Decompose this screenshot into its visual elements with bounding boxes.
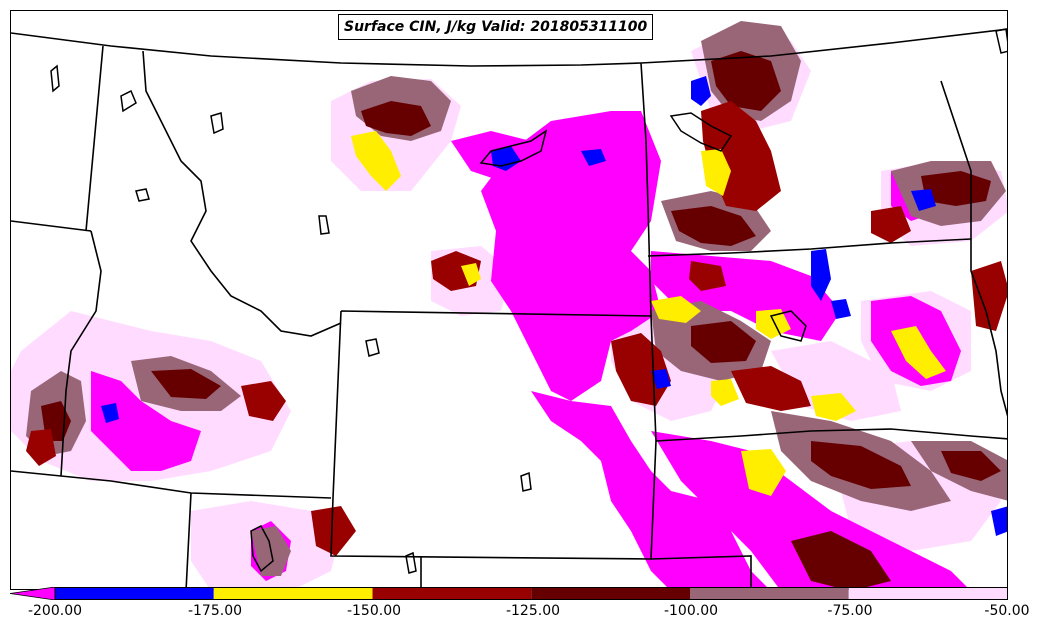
colorbar-tick-label: -125.00 (505, 603, 561, 619)
cin-light-pink-layer (11, 31, 1007, 589)
colorbar-segment (848, 587, 1008, 600)
colorbar-outline (54, 587, 1008, 600)
colorbar-under-triangle (10, 587, 56, 600)
cin-blue-layer (101, 76, 1007, 536)
cin-field-map (11, 21, 1007, 589)
colorbar (10, 587, 1008, 600)
map-panel (10, 10, 1008, 590)
cin-darkred-layer (41, 51, 1001, 589)
chart-title: Surface CIN, J/kg Valid: 201805311100 (338, 14, 654, 40)
colorbar-tick-label: -200.00 (27, 603, 83, 619)
colorbar-tick-label: -50.00 (984, 603, 1030, 619)
colorbar-tick-label: -75.00 (827, 603, 873, 619)
colorbar-segments (55, 587, 1008, 600)
colorbar-tick-label: -175.00 (187, 603, 243, 619)
colorbar-tick-label: -150.00 (346, 603, 402, 619)
colorbar-segment (213, 587, 373, 600)
colorbar-segment (531, 587, 690, 600)
colorbar-segment (55, 587, 214, 600)
colorbar-segment (372, 587, 532, 600)
colorbar-tick-label: -100.00 (663, 603, 719, 619)
lakes (50, 28, 1007, 574)
cin-yellow-layer (351, 131, 946, 496)
state-boundaries (11, 28, 1007, 589)
colorbar-segment (690, 587, 849, 600)
